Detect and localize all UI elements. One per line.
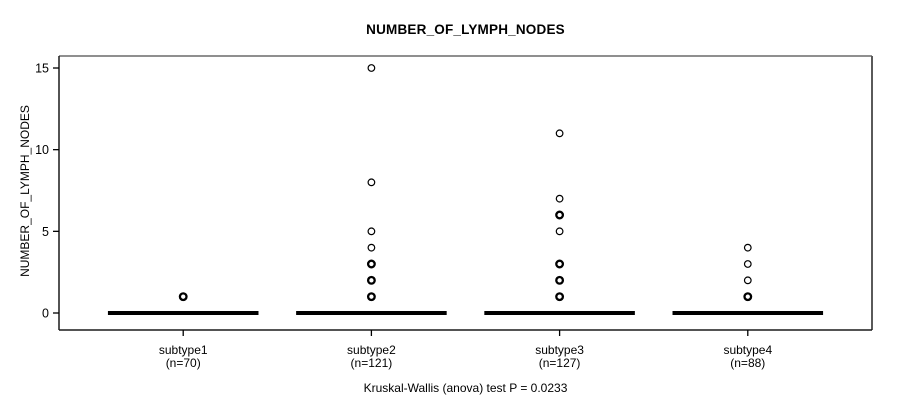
category-label: subtype3 (535, 343, 584, 357)
outlier-point (367, 64, 376, 72)
outlier-point (367, 227, 376, 236)
category-sublabel: (n=121) (351, 356, 393, 370)
stats-caption: Kruskal-Wallis (anova) test P = 0.0233 (363, 381, 568, 395)
category-label: subtype2 (347, 343, 396, 357)
median-line (107, 311, 259, 315)
outlier-point (366, 292, 376, 302)
category-label: subtype4 (723, 343, 772, 357)
outlier-point (555, 227, 564, 236)
outlier-point (366, 259, 376, 269)
median-line (484, 311, 635, 315)
category-sublabel: (n=127) (539, 356, 581, 370)
outlier-point (555, 292, 565, 302)
outlier-point (743, 243, 752, 252)
chart-title: NUMBER_OF_LYMPH_NODES (366, 22, 565, 37)
outlier-point (743, 276, 752, 285)
y-tick-label: 5 (42, 225, 49, 239)
median-line (296, 311, 447, 315)
category-sublabel: (n=70) (166, 356, 201, 370)
outlier-point (178, 292, 188, 302)
outlier-point (555, 259, 565, 269)
outlier-point (743, 292, 753, 302)
median-line (672, 311, 824, 315)
category-label: subtype1 (159, 343, 208, 357)
y-tick-label: 10 (35, 143, 49, 157)
outlier-point (367, 178, 376, 187)
outlier-point (555, 194, 564, 203)
y-tick-label: 0 (42, 307, 49, 321)
outlier-point (555, 210, 565, 220)
outlier-point (366, 275, 376, 285)
outlier-point (367, 243, 376, 252)
outlier-point (555, 129, 564, 138)
outlier-point (555, 275, 565, 285)
category-sublabel: (n=88) (730, 356, 765, 370)
outlier-point (743, 260, 752, 268)
y-tick-label: 15 (35, 62, 49, 76)
